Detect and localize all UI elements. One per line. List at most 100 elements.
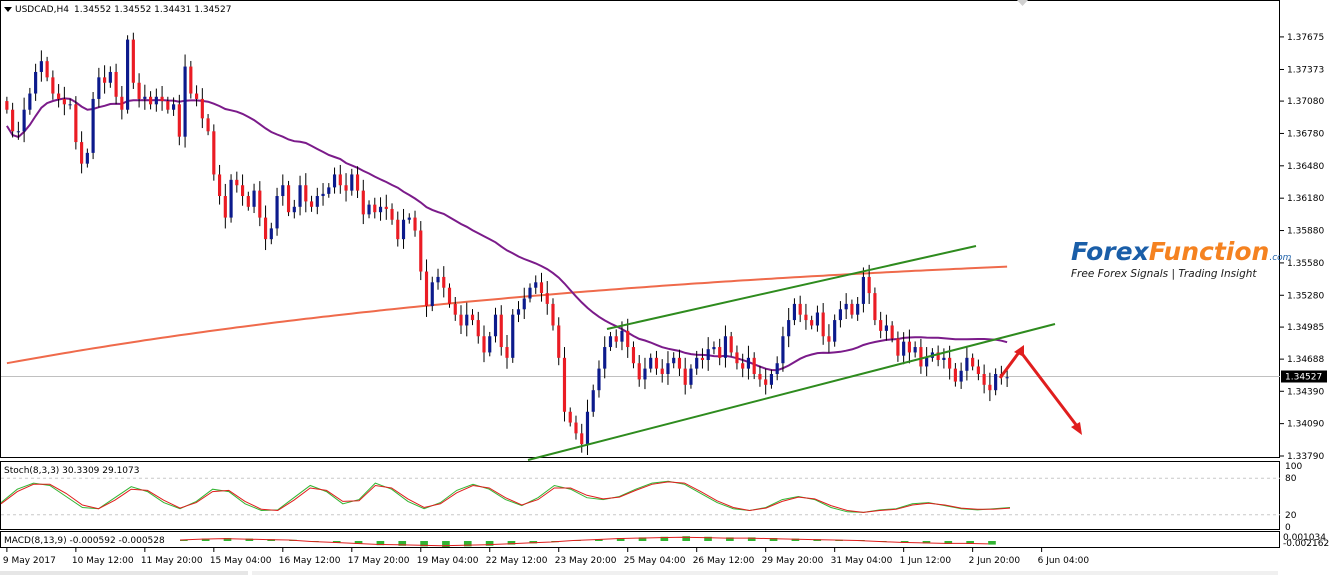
macd-bar <box>507 541 516 545</box>
candle <box>798 295 802 323</box>
candle <box>574 415 578 440</box>
candle <box>430 276 434 312</box>
candle <box>252 183 256 214</box>
macd-bar <box>442 541 450 547</box>
candle <box>994 368 998 396</box>
candle <box>902 332 906 365</box>
stoch-tick-label: 100 <box>1285 462 1302 472</box>
forexfunction-logo: ForexFunction.com Free Forex Signals | T… <box>1071 237 1292 280</box>
candle <box>154 88 158 112</box>
candle <box>718 338 722 366</box>
price-axis: 1.37675 1.37373 1.37080 1.36780 1.36480 1.361… <box>1280 33 1324 462</box>
candle <box>183 54 187 148</box>
candle <box>919 338 923 374</box>
candle <box>350 168 354 196</box>
candle <box>913 341 917 358</box>
current-price-tag: 1.34527 <box>1281 370 1327 383</box>
candle <box>580 423 584 453</box>
macd-histogram <box>179 536 996 547</box>
candle <box>194 85 199 107</box>
candle <box>689 364 693 389</box>
candle <box>424 259 429 317</box>
macd-bar <box>682 536 691 541</box>
price-tick-label: 1.37675 <box>1287 33 1324 43</box>
scrollbar-left[interactable] <box>0 571 248 575</box>
time-tick-label: 19 May 04:00 <box>417 556 479 566</box>
candle <box>959 362 963 389</box>
candle <box>677 349 682 376</box>
macd-bar <box>769 538 778 541</box>
candle <box>235 171 239 193</box>
stoch-panel-frame <box>0 461 1280 530</box>
macd-bar <box>660 536 669 541</box>
time-tick-label: 9 May 2017 <box>3 556 56 566</box>
price-tick-label: 1.34090 <box>1287 420 1324 430</box>
candle <box>28 87 32 115</box>
candle <box>631 341 636 369</box>
price-tick-label: 1.34985 <box>1287 323 1324 333</box>
candle <box>695 350 699 375</box>
candle <box>781 326 785 372</box>
candle <box>545 281 549 315</box>
candle <box>683 357 687 395</box>
macd-bar <box>726 537 734 541</box>
candle <box>390 203 394 225</box>
candle <box>298 175 302 216</box>
candle <box>528 283 532 303</box>
candle <box>844 293 848 319</box>
price-tick-label: 1.34688 <box>1287 355 1324 365</box>
candle <box>51 70 55 100</box>
macd-bar <box>463 541 472 547</box>
candle <box>200 88 204 129</box>
candle <box>85 148 89 168</box>
candle <box>126 35 130 114</box>
candle <box>758 365 762 387</box>
candle <box>68 98 72 110</box>
time-tick-label: 17 May 20:00 <box>348 556 410 566</box>
time-axis: 9 May 2017 10 May 12:00 11 May 20:00 15 May… <box>3 548 1089 566</box>
time-tick-label: 25 May 04:00 <box>624 556 686 566</box>
stoch-main-line <box>0 480 1011 513</box>
candle <box>735 345 739 370</box>
candle <box>856 296 860 321</box>
time-tick-label: 26 May 12:00 <box>693 556 755 566</box>
time-tick-label: 2 Jun 20:00 <box>969 556 1021 566</box>
candle <box>706 337 710 371</box>
macd-bar <box>529 541 538 544</box>
candle <box>769 369 774 389</box>
candle <box>493 307 498 343</box>
candle <box>131 32 135 89</box>
candle <box>499 305 503 356</box>
candle <box>925 347 929 377</box>
candle <box>465 302 469 337</box>
time-tick-label: 23 May 20:00 <box>555 556 617 566</box>
stoch-axis: 100 80 20 0 <box>1285 462 1302 533</box>
candle <box>976 359 980 381</box>
macd-bar <box>223 538 232 541</box>
candle <box>309 195 314 212</box>
candle <box>838 301 842 328</box>
candle <box>453 296 457 321</box>
candle <box>815 305 820 332</box>
candle <box>5 96 9 114</box>
candle <box>166 96 170 114</box>
stoch-title: Stoch(8,3,3) 30.3309 29.1073 <box>4 466 139 476</box>
candle <box>367 200 371 219</box>
time-tick-label: 31 May 04:00 <box>831 556 893 566</box>
symbol-dropdown-icon[interactable] <box>4 7 12 12</box>
candle <box>361 179 365 225</box>
macd-bar <box>398 541 407 546</box>
macd-bar <box>354 541 363 544</box>
candle <box>344 173 348 202</box>
macd-bar <box>791 538 800 541</box>
candle <box>419 221 423 281</box>
candle <box>436 268 440 290</box>
price-tick-label: 1.36180 <box>1287 194 1324 204</box>
macd-title: MACD(8,13,9) -0.000592 -0.000528 <box>4 536 165 546</box>
candle <box>442 266 446 298</box>
candle <box>108 66 112 88</box>
candle <box>971 353 975 371</box>
candle <box>217 164 222 205</box>
scrollbar-track[interactable] <box>252 571 1278 575</box>
main-panel-frame <box>0 0 1280 458</box>
